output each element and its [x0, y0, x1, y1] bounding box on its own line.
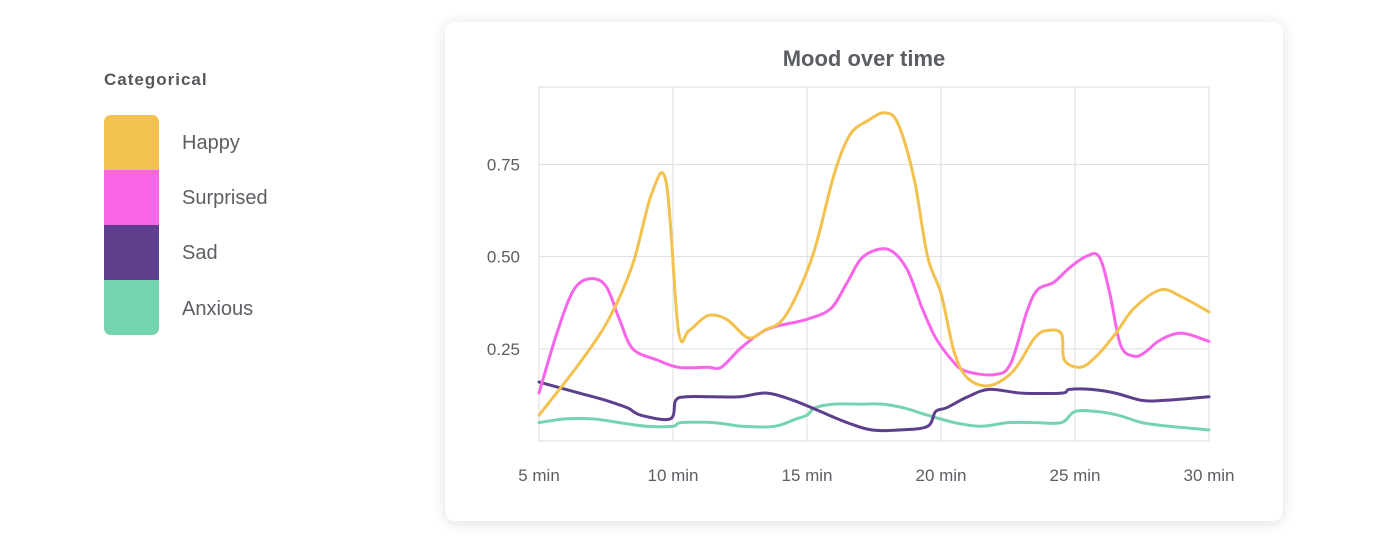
series-layer: [537, 111, 1211, 433]
plot-frame: [538, 86, 1210, 442]
legend-body: Happy Surprised Sad Anxious: [104, 115, 268, 337]
series-line-happy: [537, 111, 1211, 417]
ticks: 0.25 0.50 0.75 5 min 10 min 15 min 20 min 25 mi…: [487, 155, 1235, 485]
legend: Categorical Happy Surprised Sad Anxious: [104, 70, 268, 337]
series-line-surprised: [537, 247, 1211, 395]
legend-label-anxious: Anxious: [182, 298, 254, 320]
x-tick-label: 30 min: [1183, 466, 1234, 485]
legend-label-happy: Happy: [182, 132, 240, 154]
series-line-anxious: [537, 402, 1211, 432]
x-tick-label: 15 min: [781, 466, 832, 485]
legend-label-sad: Sad: [182, 242, 218, 264]
legend-swatch-anxious: [104, 280, 159, 335]
legend-swatch-surprised: [104, 170, 159, 225]
grid: [538, 86, 1210, 442]
legend-label-surprised: Surprised: [182, 187, 268, 209]
y-tick-label: 0.75: [487, 155, 520, 174]
x-tick-label: 25 min: [1049, 466, 1100, 485]
chart-title: Mood over time: [782, 46, 946, 71]
chart-card: Mood over time 0.25 0.50 0.75 5 min 10 min 15…: [445, 22, 1283, 521]
y-tick-label: 0.25: [487, 340, 520, 359]
legend-title: Categorical: [104, 70, 208, 89]
legend-swatch-happy: [104, 115, 159, 170]
line-chart: 0.25 0.50 0.75 5 min 10 min 15 min 20 min 25 mi…: [487, 86, 1235, 485]
x-tick-label: 10 min: [647, 466, 698, 485]
y-tick-label: 0.50: [487, 248, 520, 267]
series-line-sad: [537, 380, 1211, 433]
x-tick-label: 5 min: [518, 466, 560, 485]
legend-swatch-stack: [104, 115, 159, 335]
x-tick-label: 20 min: [915, 466, 966, 485]
legend-swatch-sad: [104, 225, 159, 280]
